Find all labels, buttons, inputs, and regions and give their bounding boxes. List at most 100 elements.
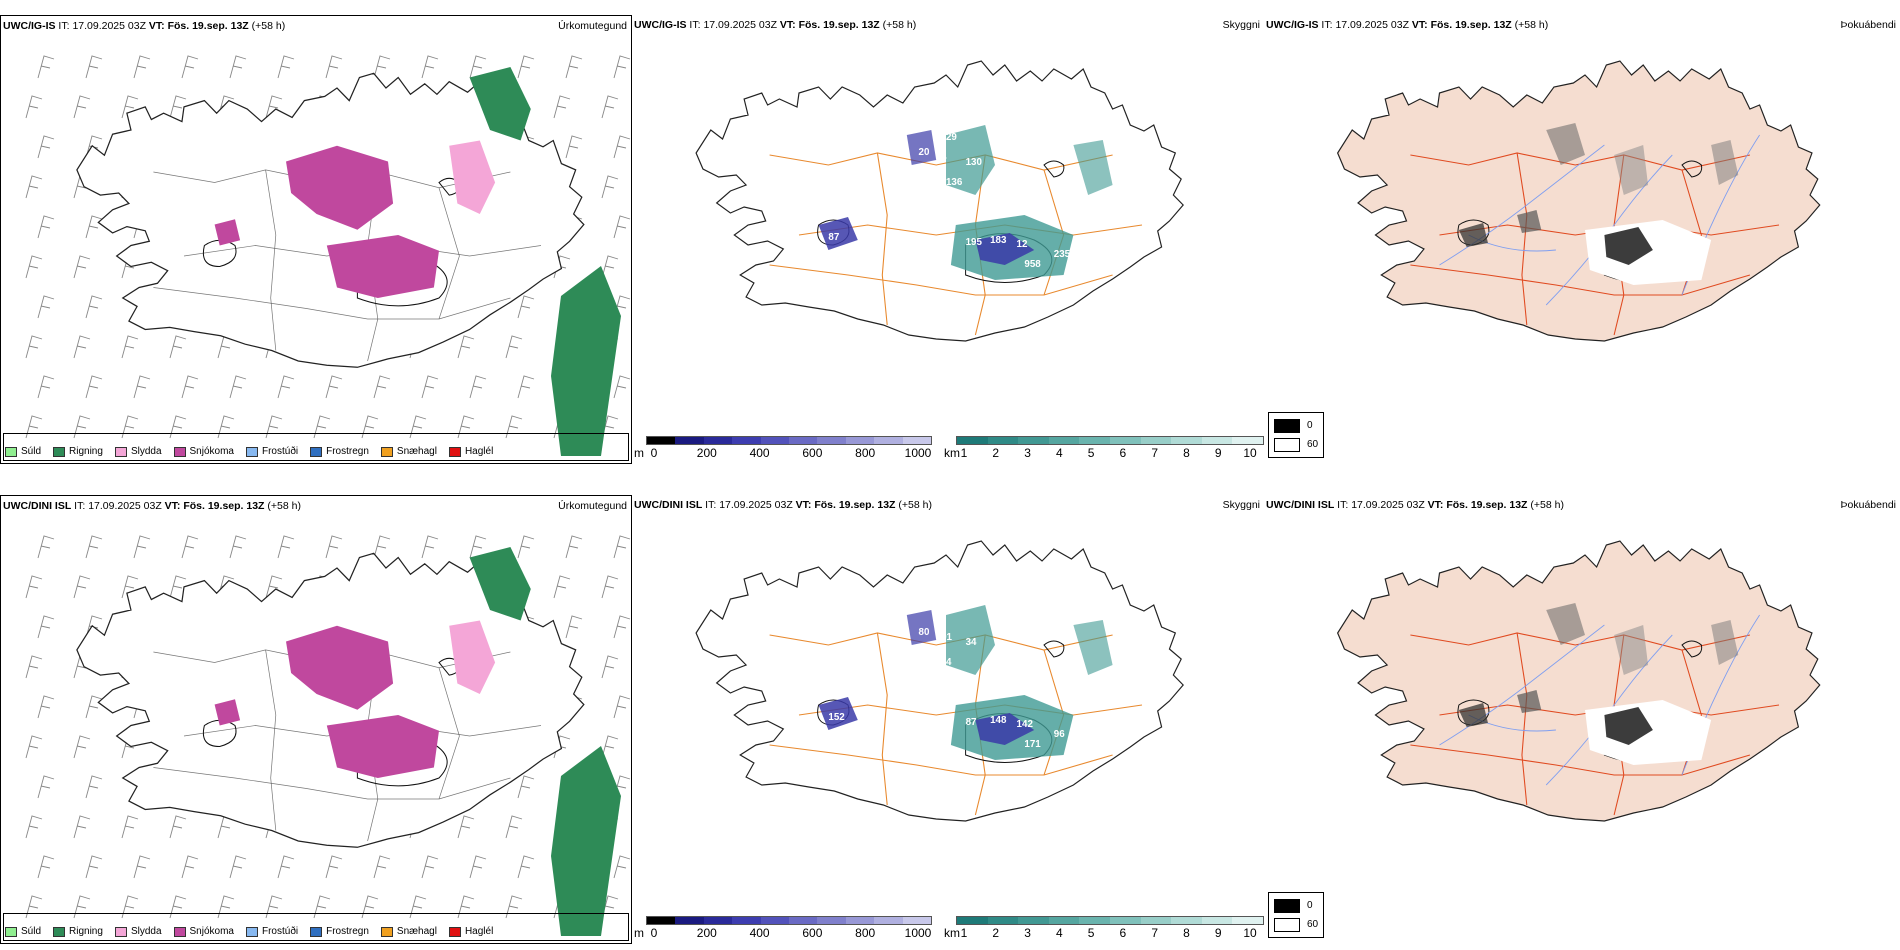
colorbar-tick: 9 [1214, 926, 1222, 940]
cloud-height-label: 56 [985, 667, 996, 678]
precip-type-panel: UWC/DINI ISL IT: 17.09.2025 03Z VT: Fös.… [0, 495, 632, 944]
legend-item: Súld [5, 926, 41, 937]
cloud-height-label: 87 [966, 717, 977, 728]
cloud-base-panel: UWC/DINI ISL IT: 17.09.2025 03Z VT: Fös.… [632, 495, 1264, 944]
low-visibility-area [946, 605, 995, 675]
legend-label: Slydda [130, 446, 162, 457]
colorbar-tick: 1000 [904, 446, 932, 460]
cloud-height-label: 195 [966, 237, 983, 248]
init-time-label: IT: [58, 20, 70, 32]
valid-time: Fös. 19.sep. 13Z [183, 500, 265, 512]
init-time-label: IT: [74, 500, 86, 512]
colorbar-tick: 7 [1151, 446, 1158, 460]
colorbar-tick: 9 [1214, 446, 1222, 460]
cloud-height-colorbar: m 0 200 400 600 800 1000 [634, 916, 934, 940]
model-name: UWC/DINI ISL [3, 500, 72, 512]
colorbar-tick: 800 [855, 446, 876, 460]
colorbar-tick: 6 [1119, 926, 1127, 940]
legend-swatch [114, 446, 127, 457]
low-visibility-area [946, 125, 995, 195]
colorbar-unit: km [944, 446, 960, 460]
fog-index-medium [1546, 603, 1585, 645]
colorbar-tick: 6 [1119, 446, 1127, 460]
panel-header: UWC/DINI ISL IT: 17.09.2025 03Z VT: Fös.… [1266, 499, 1564, 511]
colorbar-strip [646, 436, 932, 445]
cloud-base-panel: UWC/IG-IS IT: 17.09.2025 03Z VT: Fös. 19… [632, 15, 1264, 464]
colorbar-strip [956, 916, 1264, 925]
fog-map [1336, 540, 1821, 822]
legend-swatch [173, 926, 186, 937]
init-time-label: IT: [1321, 19, 1333, 31]
legend-swatch [245, 926, 258, 937]
lead-time: (+58 h) [251, 20, 286, 32]
legend-item: Snæhagl [380, 926, 437, 937]
colorbar-tick: 600 [802, 926, 823, 940]
snow-area-north [286, 145, 394, 230]
valid-time-label: VT: [1427, 499, 1444, 511]
valid-time-label: VT: [1411, 19, 1428, 31]
lead-time: (+58 h) [882, 19, 917, 31]
legend-label: Frostúði [261, 446, 299, 457]
fog-index-low [1614, 145, 1649, 195]
lead-time: (+58 h) [898, 499, 932, 511]
rain-area-offshore [551, 746, 621, 936]
colorbar-tick: 800 [855, 926, 876, 940]
colorbar-tick: 4 [1055, 926, 1063, 940]
colorbar-tick: 600 [802, 446, 823, 460]
panel-title: Þokuábendi [1840, 19, 1896, 31]
init-time: 17.09.2025 03Z [88, 500, 162, 512]
legend-item: Frostúði [245, 926, 298, 937]
panel-title: Skyggni [1222, 19, 1260, 31]
fog-index-panel: UWC/IG-IS IT: 17.09.2025 03Z VT: Fös. 19… [1264, 15, 1900, 464]
fog-index-key: 0 60 [1268, 412, 1324, 458]
valid-time: Fös. 19.sep. 13Z [1446, 499, 1528, 511]
colorbar-tick: 4 [1055, 446, 1063, 460]
legend-swatch [173, 446, 186, 457]
key-label: 60 [1307, 439, 1319, 450]
cloud-height-label: 80 [919, 627, 930, 638]
cloud-height-label: 130 [966, 157, 983, 168]
cloud-height-label: 29 [946, 132, 957, 143]
precip-map [25, 55, 631, 456]
cloud-height-label: 235 [1054, 249, 1071, 260]
fog-index-high [1458, 223, 1488, 247]
cloud-height-label: 152 [828, 712, 845, 723]
lead-time: (+58 h) [267, 500, 301, 512]
legend-label: Snæhagl [396, 926, 437, 937]
valid-time: Fös. 19.sep. 13Z [814, 499, 896, 511]
fog-map [1336, 60, 1821, 342]
legend-label: Súld [21, 926, 42, 937]
key-swatch-white [1274, 438, 1300, 452]
fog-index-high [1458, 703, 1488, 727]
init-time: 17.09.2025 03Z [703, 19, 777, 31]
legend-label: Slydda [130, 926, 162, 937]
legend-item: Slydda [114, 926, 162, 937]
legend-label: Súld [21, 446, 42, 457]
cloud-height-label: 133 [985, 187, 1002, 198]
init-time-label: IT: [705, 499, 717, 511]
legend-item: Snjókoma [173, 446, 234, 457]
legend-item: Snæhagl [380, 446, 437, 457]
colorbar-tick: 5 [1087, 446, 1095, 460]
legend-label: Snæhagl [396, 446, 437, 457]
legend-item: Súld [5, 446, 41, 457]
cloud-height-label: 958 [1024, 259, 1041, 270]
sleet-area-east [449, 620, 496, 694]
colorbar-tick: 1000 [904, 926, 932, 940]
panel-title: Þokuábendi [1840, 499, 1896, 511]
low-cloud-base-area [818, 217, 858, 250]
legend-item: Rigning [53, 926, 103, 937]
legend-item: Rigning [53, 446, 103, 457]
colorbar-tick: 0 [650, 446, 658, 460]
legend-swatch [245, 446, 258, 457]
fog-index-high [1604, 227, 1653, 265]
fog-index-key: 0 60 [1268, 892, 1324, 938]
rain-area-northeast [469, 547, 531, 621]
cloud-height-label: 20 [919, 147, 930, 158]
colorbar-tick: 7 [1151, 926, 1158, 940]
legend-swatch [380, 446, 393, 457]
precip-type-panel: UWC/IG-IS IT: 17.09.2025 03Z VT: Fös. 19… [0, 15, 632, 464]
fog-index-medium [1517, 690, 1542, 713]
legend-label: Haglél [464, 926, 494, 937]
